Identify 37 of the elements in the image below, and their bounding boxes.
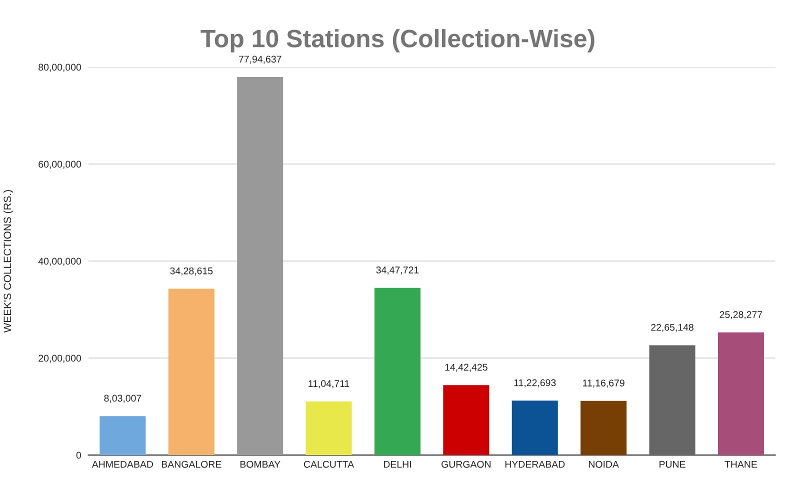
data-label: 11,22,693 [514,379,556,388]
data-label: 25,28,277 [720,311,762,320]
x-tick-label: AHMEDABAD [92,460,154,468]
bar [718,332,764,456]
bar [580,400,627,456]
data-label: 11,16,679 [583,380,624,388]
bar [649,345,696,456]
data-label: 11,04,711 [308,380,350,388]
y-tick-label: 20,00,000 [38,354,82,363]
x-tick-label: THANE [724,460,758,468]
x-tick-label: DELHI [384,460,411,468]
bar [443,385,490,456]
bar [168,288,214,456]
bar [512,400,558,456]
bar [374,288,420,456]
y-tick-label: 0 [76,452,82,459]
y-tick-label: 40,00,000 [38,258,82,266]
data-label: 8,03,007 [104,394,142,403]
bar [100,416,146,456]
x-tick-label: GURGAON [442,460,490,468]
x-tick-label: HYDERABAD [505,460,565,468]
data-label: 14,42,425 [445,364,488,372]
x-tick-label: PUNE [660,460,686,468]
x-tick-label: BOMBAY [240,460,280,468]
x-tick-label: CALCUTTA [304,460,354,468]
bar [306,401,352,456]
bar [237,77,284,456]
y-axis-title: WEEK'S COLLECTIONS (RS.) [3,190,14,333]
chart-title: Top 10 Stations (Collection-Wise) [200,29,594,52]
y-tick-label: 60,00,000 [38,160,82,169]
data-label: 34,47,721 [376,266,419,275]
data-label: 77,94,637 [238,56,282,64]
x-tick-label: BANGALORE [162,460,222,468]
data-label: 22,65,148 [651,324,694,332]
x-tick-label: NOIDA [588,460,619,468]
y-tick-label: 80,00,000 [38,64,82,72]
data-label: 34,28,615 [170,267,213,276]
